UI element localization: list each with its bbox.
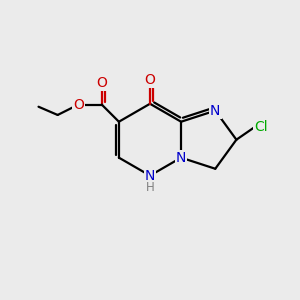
Text: O: O [145, 73, 155, 87]
Text: Cl: Cl [254, 120, 268, 134]
Text: N: N [210, 103, 220, 118]
Text: H: H [146, 182, 154, 194]
Text: O: O [73, 98, 84, 112]
Text: N: N [145, 169, 155, 183]
Text: O: O [96, 76, 107, 90]
Text: N: N [176, 151, 186, 165]
